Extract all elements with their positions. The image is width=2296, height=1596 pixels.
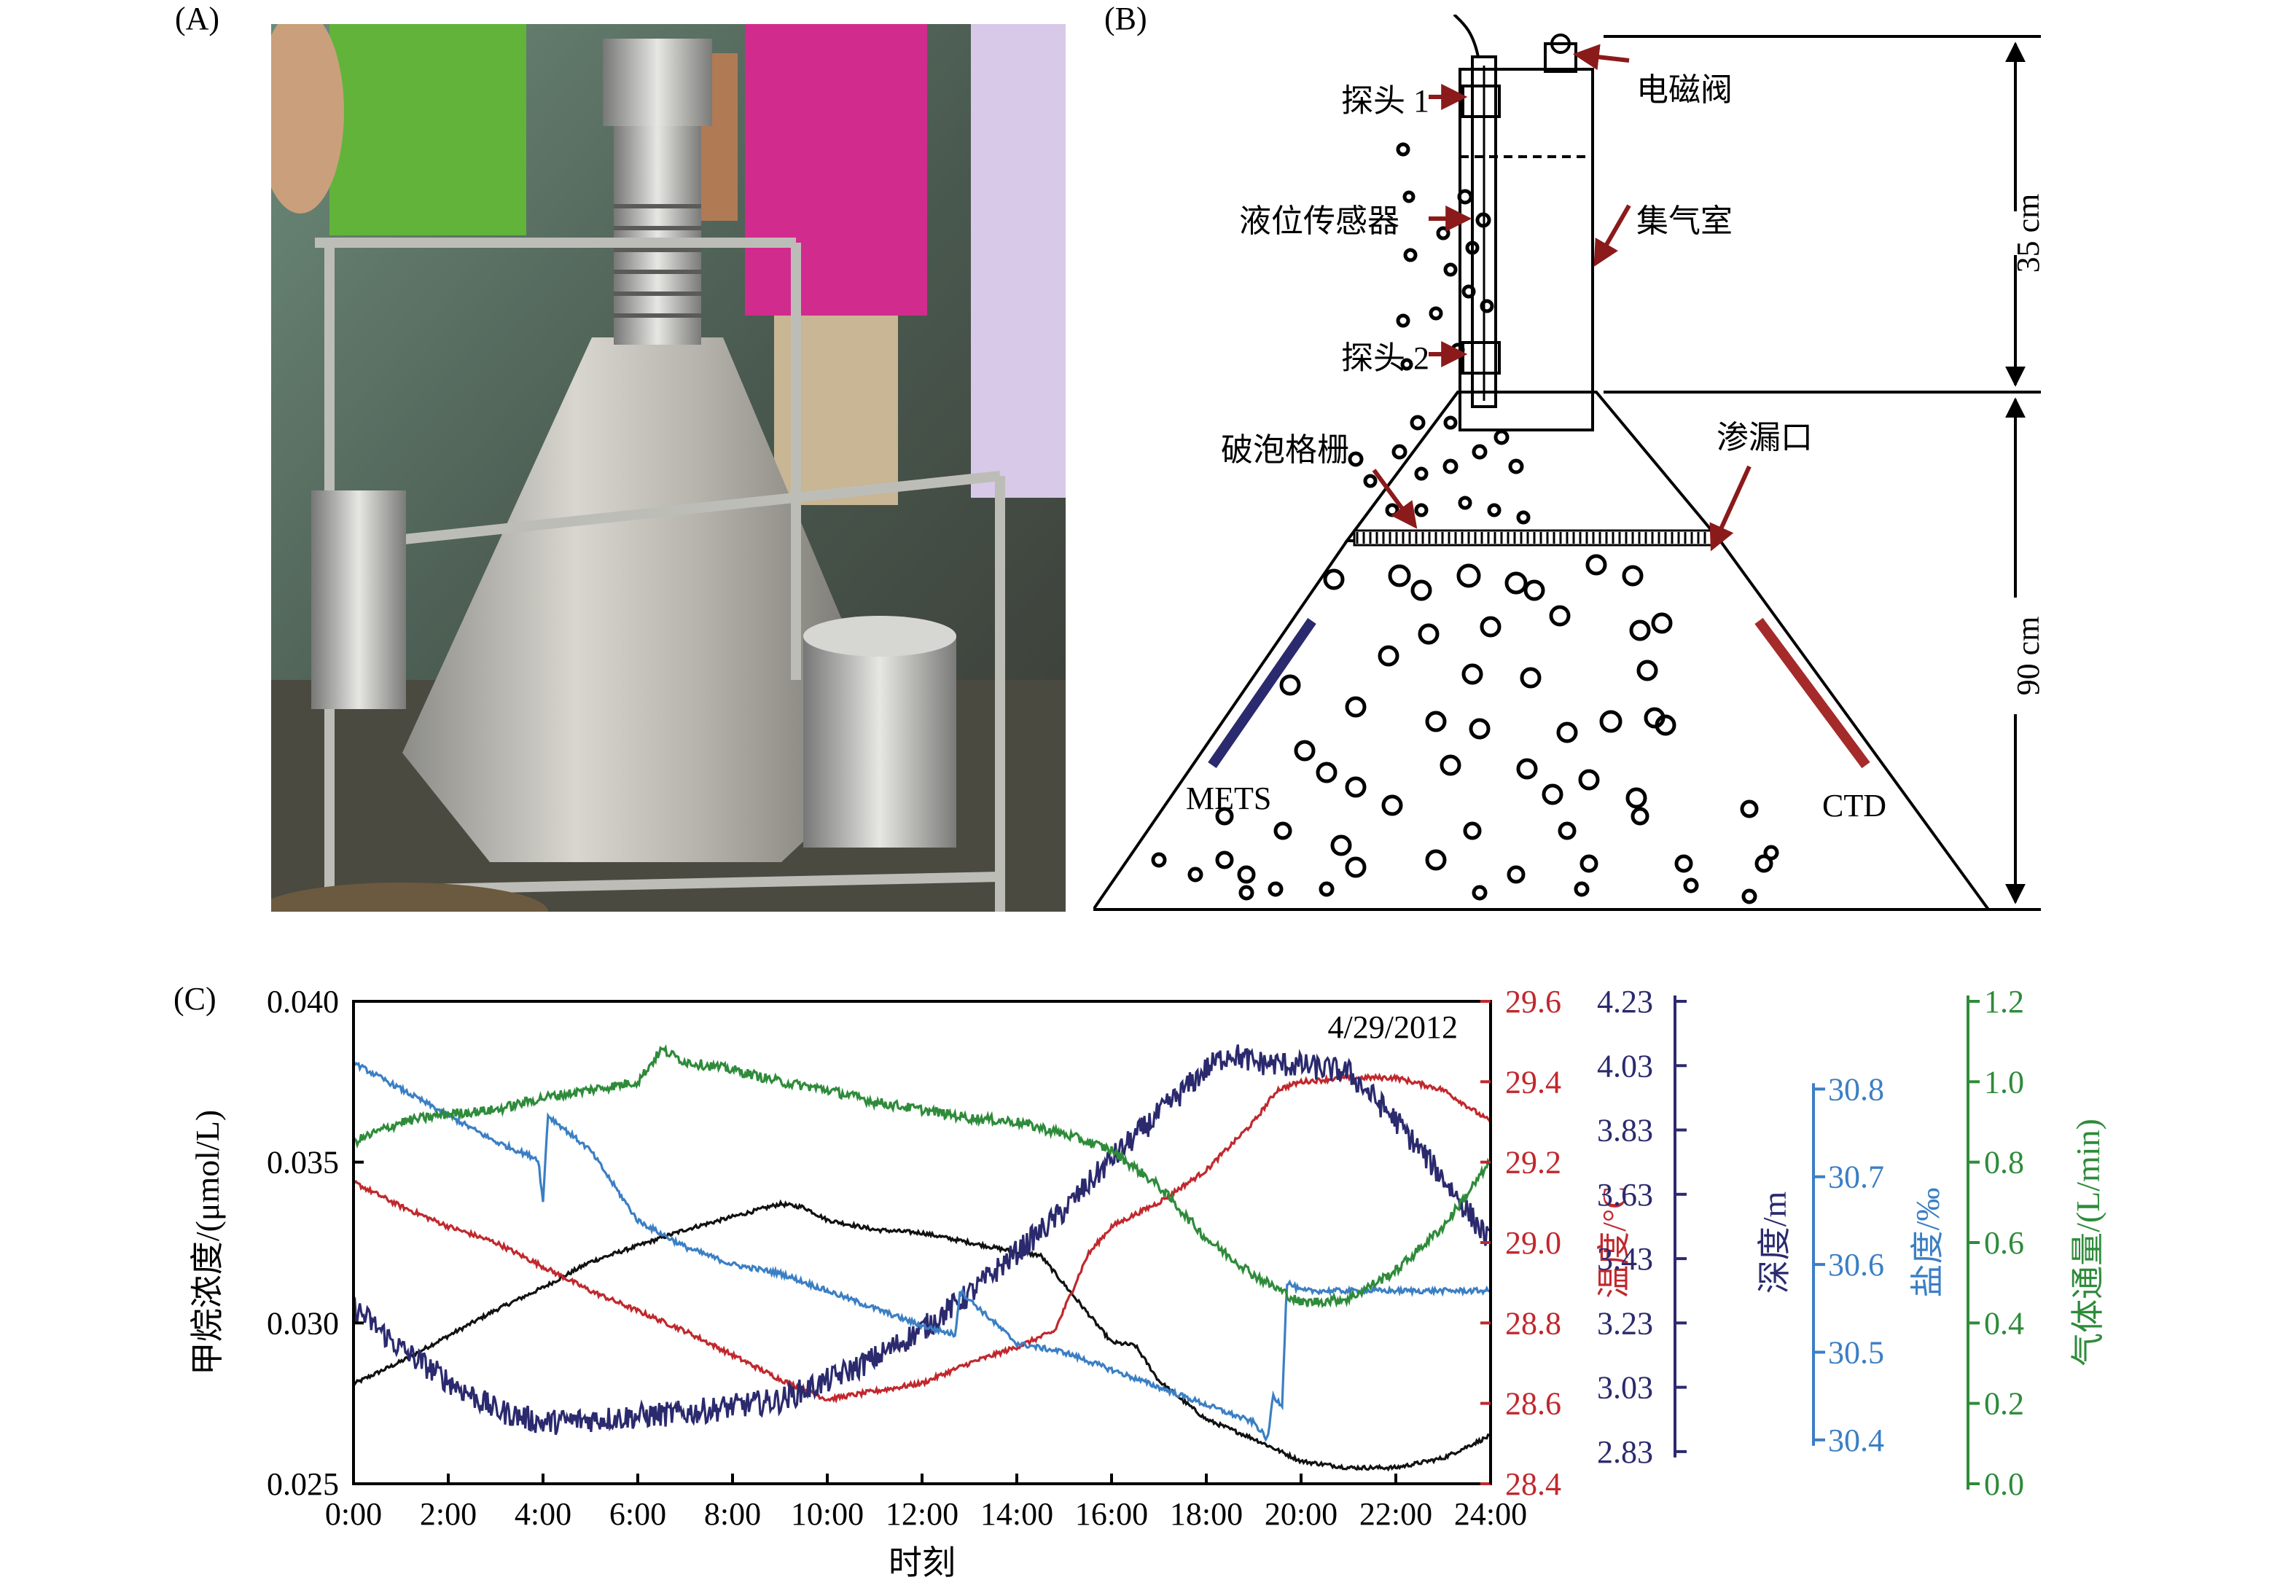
date-label: 4/29/2012 [1328,1009,1458,1045]
photo-illustration [271,24,1066,912]
label-probe-1: 探头 1 [1341,83,1429,119]
y-tick-methane: 0.035 [267,1145,339,1181]
y-tick-salinity: 30.4 [1828,1423,1884,1458]
y-axis-temperature: 28.4 28.6 28.8 29.0 29.2 29.4 29.6 温度/°C [1480,984,1633,1502]
series-line-salinity [353,1061,1492,1442]
y-tick-depth: 3.63 [1597,1177,1653,1213]
x-axis-label: 时刻 [889,1544,956,1581]
label-mets: METS [1186,781,1271,816]
label-probe-2: 探头 2 [1341,340,1429,376]
x-tick-label: 10:00 [791,1496,864,1532]
y-tick-temperature: 29.0 [1505,1225,1561,1261]
solenoid-valve [1544,42,1577,73]
x-tick-label: 18:00 [1170,1496,1243,1532]
y-tick-salinity: 30.8 [1828,1071,1884,1107]
sensor-canister [803,636,956,848]
x-tick-label: 22:00 [1359,1496,1432,1532]
x-tick-label: 0:00 [325,1496,382,1532]
person-lilac-shirt [971,24,1066,498]
x-tick-label: 20:00 [1265,1496,1338,1532]
y-tick-temperature: 28.6 [1505,1386,1561,1422]
label-bubble-grid: 破泡格栅 [1221,432,1349,468]
chart-svg: 0.0250.0300.0350.040甲烷浓度/(μmol/L)28.428.… [189,984,2106,1581]
ctd-sensor-bar [1754,617,1870,769]
label-height-90: 90 cm [2010,617,2046,696]
arrow-leak-port [1709,465,1752,552]
field-photo [271,24,1066,912]
funnel-upper [1344,391,1724,542]
series-line-temperature [352,1072,1492,1404]
x-tick-label: 4:00 [515,1496,571,1532]
y-tick-temperature: 29.6 [1505,984,1561,1020]
y-tick-depth: 3.03 [1597,1370,1653,1406]
y-tick-temperature: 28.4 [1505,1466,1561,1502]
schematic-svg: 探头 1 探头 2 液位传感器 电磁阀 集气室 破泡格栅 渗漏口 METS CT… [1090,13,2046,911]
y-tick-methane: 0.025 [267,1466,339,1502]
y-tick-depth: 4.23 [1597,984,1653,1020]
x-tick-label: 6:00 [609,1496,666,1532]
y-tick-temperature: 29.4 [1505,1064,1561,1100]
person-green-shirt [329,24,526,235]
y-tick-salinity: 30.7 [1828,1159,1884,1195]
y-tick-gas_flux: 0.4 [1984,1305,2024,1341]
y-tick-methane: 0.040 [267,984,339,1020]
y-tick-depth: 3.83 [1597,1113,1653,1149]
y-axis-label-depth: 深度/m [1756,1192,1793,1294]
panel-label-c: (C) [173,981,216,1017]
y-tick-methane: 0.030 [267,1305,339,1341]
x-tick-label: 24:00 [1454,1496,1527,1532]
gas-chamber-box [1459,68,1594,431]
y-axis-label-methane: 甲烷浓度/(μmol/L) [189,1110,226,1376]
sensor-schematic: 探头 1 探头 2 液位传感器 电磁阀 集气室 破泡格栅 渗漏口 METS CT… [1090,13,2289,926]
x-tick-label: 12:00 [886,1496,958,1532]
label-level-sensor: 液位传感器 [1239,203,1399,239]
arrow-bubble-grid [1372,469,1418,529]
y-tick-gas_flux: 1.2 [1984,984,2024,1020]
probe-1 [1461,85,1501,118]
panel-label-a: (A) [175,1,220,36]
y-tick-temperature: 29.2 [1505,1145,1561,1181]
x-tick-label: 14:00 [980,1496,1053,1532]
arrow-gas-chamber [1593,204,1631,267]
x-tick-label: 8:00 [704,1496,761,1532]
label-height-35: 35 cm [2010,194,2046,273]
y-tick-salinity: 30.5 [1828,1334,1884,1370]
x-tick-label: 16:00 [1075,1496,1148,1532]
funnel-cone [402,337,898,862]
y-axis-label-gas_flux: 气体通量/(L/min) [2069,1119,2106,1366]
label-gas-chamber: 集气室 [1636,203,1733,239]
series-line-gas_flux [353,1044,1492,1309]
label-solenoid-valve: 电磁阀 [1636,72,1733,108]
y-axis-label-temperature: 温度/°C [1596,1186,1633,1299]
label-leak-port: 渗漏口 [1717,420,1813,455]
level-sensor-rod [1471,55,1497,408]
y-tick-gas_flux: 0.8 [1984,1145,2024,1181]
time-series-chart: 0.025 0.030 0.035 0.040 甲烷浓度/(μmol/L) 28.4 28.… [0,947,2296,1592]
mets-sensor-bar [1208,618,1316,768]
probe-2 [1461,341,1501,375]
x-tick-label: 2:00 [420,1496,477,1532]
y-tick-temperature: 28.8 [1505,1305,1561,1341]
panel-label-b: (B) [1104,1,1147,36]
arrow-solenoid [1572,44,1630,71]
y-tick-gas_flux: 0.0 [1984,1466,2024,1502]
y-tick-salinity: 30.6 [1828,1247,1884,1283]
y-tick-gas_flux: 0.2 [1984,1386,2024,1422]
y-tick-depth: 3.23 [1597,1305,1653,1341]
person-pink-shirt [745,24,927,316]
y-axis-depth: 2.83 3.03 3.23 3.43 3.63 3.83 4.03 4.23 深度/m [1597,984,1793,1470]
series-line-methane [353,1199,1492,1472]
label-ctd: CTD [1822,788,1886,824]
y-tick-gas_flux: 1.0 [1984,1064,2024,1100]
y-axis-label-salinity: 盐度/‰ [1909,1188,1946,1298]
y-axis-gas_flux: 0.0 0.2 0.4 0.6 0.8 1.0 1.2 气体通量/(L/min) [1967,984,2106,1502]
y-tick-depth: 2.83 [1597,1434,1653,1470]
y-tick-gas_flux: 0.6 [1984,1225,2024,1261]
series-line-depth [352,1044,1491,1436]
y-axis-salinity: 30.4 30.5 30.6 30.7 30.8 盐度/‰ [1812,1071,1946,1458]
y-axis-methane: 0.025 0.030 0.035 0.040 甲烷浓度/(μmol/L) [189,984,364,1502]
y-tick-depth: 4.03 [1597,1048,1653,1084]
y-tick-depth: 3.43 [1597,1241,1653,1277]
